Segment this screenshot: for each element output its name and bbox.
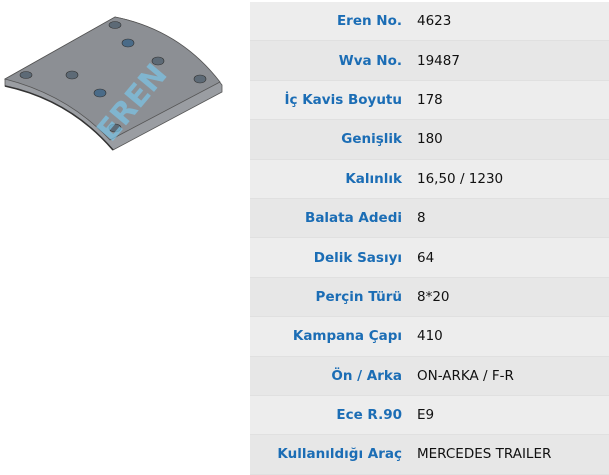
spec-label: Kalınlık	[345, 170, 402, 187]
spec-label: Ece R.90	[336, 407, 402, 424]
spec-row: Ön / Arka ON-ARKA / F-R	[250, 356, 609, 396]
spec-value: 8	[417, 210, 426, 227]
spec-row: Wva No. 19487	[250, 41, 609, 81]
spec-row: Kullanıldığı Araç MERCEDES TRAILER	[250, 435, 609, 475]
spec-value: 178	[417, 91, 443, 108]
spec-value: 8*20	[417, 288, 450, 305]
spec-label: Ön / Arka	[331, 367, 402, 384]
brake-lining-image: EREN	[3, 16, 223, 151]
spec-row: Balata Adedi 8	[250, 198, 609, 239]
spec-row: Kalınlık 16,50 / 1230	[250, 159, 609, 199]
spec-row: Genişlik 180	[250, 120, 609, 160]
spec-value: 19487	[417, 52, 460, 69]
spec-row: Perçin Türü 8*20	[250, 277, 609, 318]
spec-row: Delik Sasıyı 64	[250, 238, 609, 278]
spec-value: MERCEDES TRAILER	[417, 446, 552, 463]
spec-label: Kullanıldığı Araç	[277, 446, 402, 463]
spec-value: 410	[417, 328, 443, 345]
spec-value: E9	[417, 407, 435, 424]
spec-value: ON-ARKA / F-R	[417, 367, 514, 384]
spec-label: Wva No.	[338, 52, 402, 69]
spec-label: Genişlik	[341, 131, 402, 148]
spec-value: 4623	[417, 13, 452, 30]
spec-label: İç Kavis Boyutu	[284, 91, 403, 108]
spec-row: Ece R.90 E9	[250, 395, 609, 436]
spec-label: Perçin Türü	[315, 288, 402, 305]
spec-value: 64	[417, 249, 435, 266]
spec-row: Eren No. 4623	[250, 2, 609, 42]
spec-label: Delik Sasıyı	[313, 249, 402, 266]
spec-row: İç Kavis Boyutu 178	[250, 80, 609, 121]
spec-row: Kampana Çapı 410	[250, 317, 609, 357]
spec-table: Eren No. 4623 Wva No. 19487 İç Kavis Boyut…	[250, 2, 609, 475]
spec-value: 16,50 / 1230	[417, 170, 504, 187]
spec-label: Balata Adedi	[305, 210, 402, 227]
spec-value: 180	[417, 131, 443, 148]
spec-label: Kampana Çapı	[292, 328, 402, 345]
spec-label: Eren No.	[336, 13, 402, 30]
